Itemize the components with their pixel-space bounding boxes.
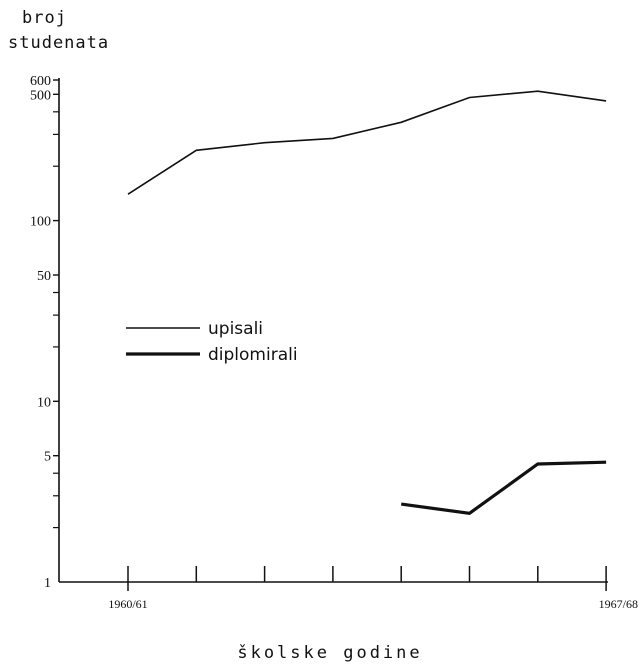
legend-label-diplomirali: diplomirali bbox=[208, 345, 298, 365]
x-tick-label: 1967/68 bbox=[599, 597, 638, 611]
series-line-upisali bbox=[127, 90, 607, 195]
y-tick-label: 600 bbox=[30, 74, 51, 89]
axes bbox=[58, 78, 608, 583]
legend: upisali diplomirali bbox=[126, 319, 298, 365]
series-lines bbox=[127, 90, 607, 515]
x-tick-label: 1960/61 bbox=[108, 597, 147, 611]
x-ticks: 1960/61 1967/68 bbox=[108, 566, 638, 611]
y-tick-label: 500 bbox=[30, 88, 51, 103]
series-line-diplomirali bbox=[400, 460, 607, 515]
y-tick-label: 100 bbox=[30, 215, 51, 230]
y-axis-label-line1: broj bbox=[22, 8, 67, 28]
x-axis-label: školske godine bbox=[237, 643, 422, 663]
y-tick-label: 10 bbox=[37, 395, 51, 410]
y-axis-label-line2: studenata bbox=[8, 33, 109, 53]
y-tick-label: 1 bbox=[44, 576, 51, 591]
legend-label-upisali: upisali bbox=[208, 319, 263, 339]
y-tick-label: 5 bbox=[44, 450, 51, 465]
y-tick-label: 50 bbox=[37, 269, 51, 284]
